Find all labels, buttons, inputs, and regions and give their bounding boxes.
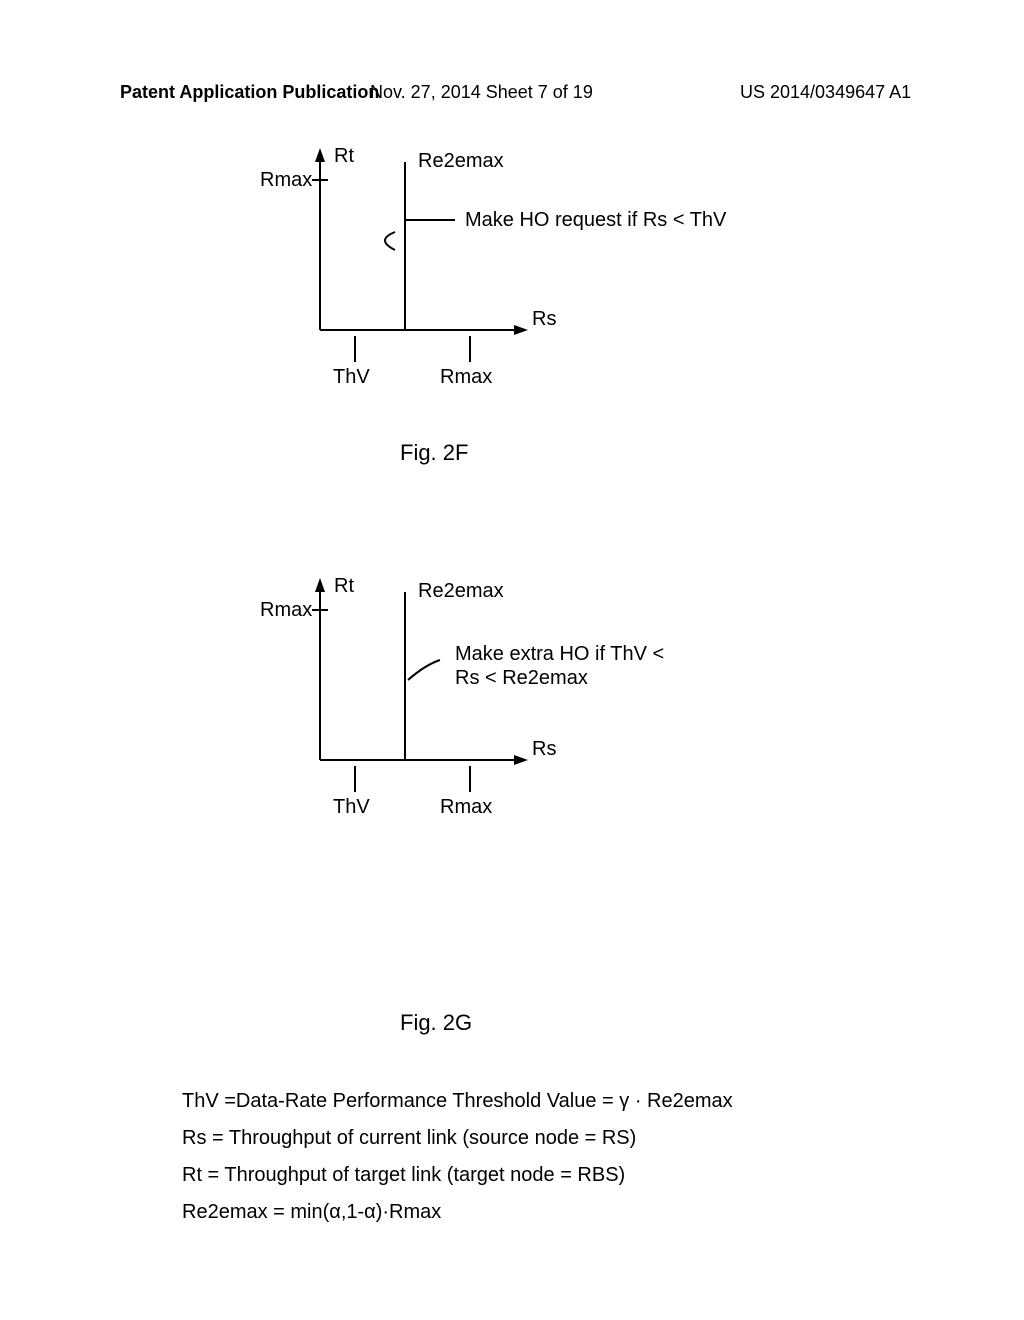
fig-2f-svg: Rt Rmax Re2emax Rs ThV Rmax Make HO requ… bbox=[260, 140, 780, 430]
fig-2g-svg: Rt Rmax Re2emax Rs ThV Rmax Make extra H… bbox=[260, 570, 780, 860]
fig2f-y-label: Rt bbox=[334, 145, 354, 167]
fig2f-thv-label: ThV bbox=[333, 366, 370, 388]
fig2f-annotation: Make HO request if Rs < ThV bbox=[465, 209, 727, 231]
figure-2g: Rt Rmax Re2emax Rs ThV Rmax Make extra H… bbox=[260, 570, 780, 860]
header-right: US 2014/0349647 A1 bbox=[740, 82, 911, 103]
definitions: ThV =Data-Rate Performance Threshold Val… bbox=[182, 1083, 733, 1231]
fig2g-annotation-l1: Make extra HO if ThV < bbox=[455, 643, 664, 665]
fig2g-thv-label: ThV bbox=[333, 796, 370, 818]
fig2f-rmax-x-label: Rmax bbox=[440, 366, 492, 388]
header-center: Nov. 27, 2014 Sheet 7 of 19 bbox=[370, 82, 593, 103]
fig2g-rs-label: Rs bbox=[532, 738, 556, 760]
fig-2f-caption: Fig. 2F bbox=[400, 440, 468, 466]
fig2g-rmax-label: Rmax bbox=[260, 599, 312, 621]
fig2f-re2emax-label: Re2emax bbox=[418, 150, 504, 172]
def-re2emax: Re2emax = min(α,1-α)·Rmax bbox=[182, 1194, 733, 1231]
fig2f-rs-label: Rs bbox=[532, 308, 556, 330]
fig2g-re2emax-label: Re2emax bbox=[418, 580, 504, 602]
header-left: Patent Application Publication bbox=[120, 82, 379, 103]
fig-2g-caption: Fig. 2G bbox=[400, 1010, 472, 1036]
fig2g-annotation-l2: Rs < Re2emax bbox=[455, 667, 588, 689]
def-rt: Rt = Throughput of target link (target n… bbox=[182, 1157, 733, 1194]
fig2f-rmax-label: Rmax bbox=[260, 169, 312, 191]
figure-2f: Rt Rmax Re2emax Rs ThV Rmax Make HO requ… bbox=[260, 140, 780, 430]
def-thv: ThV =Data-Rate Performance Threshold Val… bbox=[182, 1083, 733, 1120]
fig2g-y-label: Rt bbox=[334, 575, 354, 597]
fig2g-rmax-x-label: Rmax bbox=[440, 796, 492, 818]
def-rs: Rs = Throughput of current link (source … bbox=[182, 1120, 733, 1157]
